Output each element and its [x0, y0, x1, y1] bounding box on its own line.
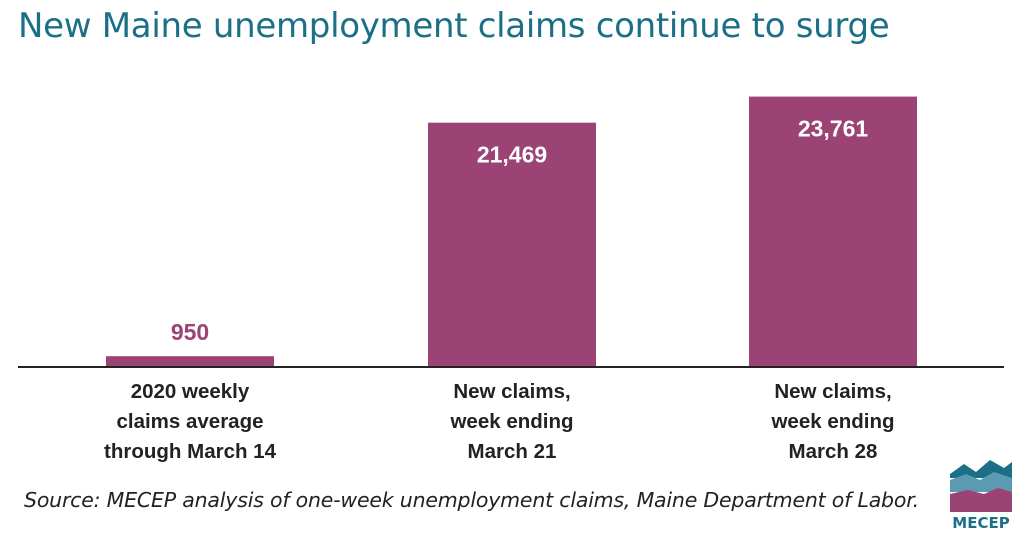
chart-title: New Maine unemployment claims continue t…	[18, 6, 890, 46]
category-label: claims average	[116, 410, 263, 433]
data-label: 23,761	[798, 116, 869, 142]
category-label: March 21	[468, 440, 557, 463]
category-label: 2020 weekly	[131, 380, 250, 403]
bar-chart: 950 2020 weekly claims average through Marc…	[18, 96, 1004, 463]
bar	[428, 122, 596, 368]
source-note: Source: MECEP analysis of one-week unemp…	[24, 488, 919, 512]
data-label: 21,469	[477, 142, 547, 168]
category-label: New claims,	[774, 380, 891, 403]
category-label: week ending	[449, 410, 573, 433]
mecep-logo: MECEP	[948, 456, 1014, 536]
category-label: week ending	[770, 410, 894, 433]
mountain-waves-logo-icon	[950, 460, 1012, 512]
logo-text: MECEP	[952, 514, 1010, 532]
bar	[749, 96, 917, 367]
category-label: through March 14	[104, 440, 277, 463]
category-label: New claims,	[453, 380, 570, 403]
data-label: 950	[171, 319, 209, 345]
bar	[106, 356, 274, 367]
category-label: March 28	[789, 440, 878, 463]
